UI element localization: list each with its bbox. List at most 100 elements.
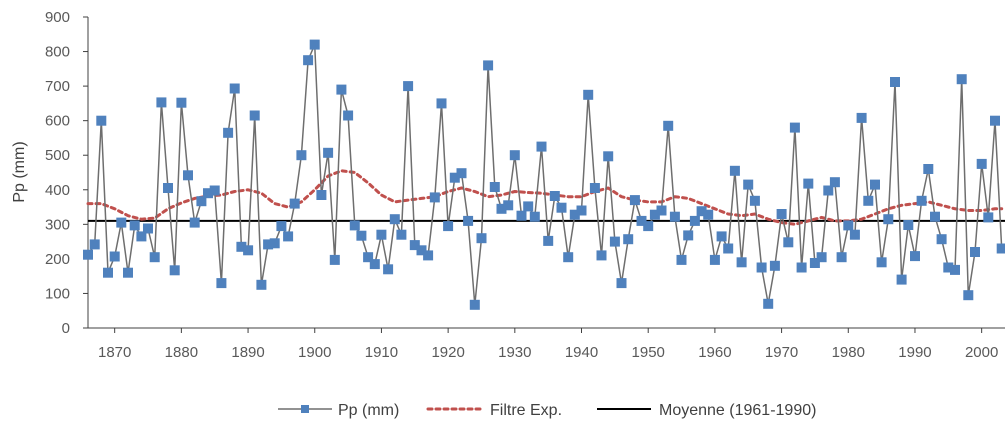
- data-point-pp[interactable]: [463, 215, 474, 226]
- data-point-pp[interactable]: [689, 215, 700, 226]
- data-point-pp[interactable]: [743, 179, 754, 190]
- data-point-pp[interactable]: [809, 258, 820, 268]
- data-point-pp[interactable]: [289, 198, 300, 209]
- data-point-pp[interactable]: [823, 185, 834, 196]
- data-point-pp[interactable]: [396, 229, 407, 240]
- data-point-pp[interactable]: [923, 164, 934, 174]
- data-point-pp[interactable]: [416, 245, 427, 256]
- data-point-pp[interactable]: [816, 252, 827, 263]
- data-point-pp[interactable]: [970, 247, 980, 257]
- data-point-pp[interactable]: [696, 206, 707, 217]
- data-point-pp[interactable]: [876, 257, 887, 268]
- data-point-pp[interactable]: [129, 220, 140, 231]
- data-point-pp[interactable]: [763, 298, 774, 309]
- data-point-pp[interactable]: [123, 267, 133, 278]
- data-point-pp[interactable]: [936, 234, 947, 245]
- data-point-pp[interactable]: [229, 83, 240, 94]
- data-point-pp[interactable]: [576, 205, 587, 216]
- data-point-pp[interactable]: [356, 230, 367, 241]
- data-point-pp[interactable]: [236, 241, 247, 252]
- data-point-pp[interactable]: [189, 217, 200, 228]
- data-point-pp[interactable]: [796, 262, 807, 273]
- data-point-pp[interactable]: [156, 97, 167, 108]
- data-point-pp[interactable]: [943, 262, 954, 273]
- data-point-pp[interactable]: [716, 231, 727, 242]
- data-point-pp[interactable]: [990, 115, 1000, 126]
- data-point-pp[interactable]: [243, 245, 254, 256]
- data-point-pp[interactable]: [603, 151, 614, 162]
- data-point-pp[interactable]: [443, 221, 454, 232]
- data-point-pp[interactable]: [349, 220, 360, 231]
- data-point-pp[interactable]: [856, 112, 867, 123]
- data-point-pp[interactable]: [683, 230, 694, 241]
- data-point-pp[interactable]: [196, 196, 207, 207]
- data-point-pp[interactable]: [956, 74, 967, 85]
- data-point-pp[interactable]: [996, 243, 1005, 254]
- data-point-pp[interactable]: [776, 209, 787, 219]
- data-point-pp[interactable]: [663, 120, 674, 131]
- data-point-pp[interactable]: [389, 214, 400, 225]
- data-point-pp[interactable]: [829, 177, 840, 188]
- data-point-pp[interactable]: [543, 235, 554, 246]
- data-point-pp[interactable]: [843, 220, 854, 231]
- data-point-pp[interactable]: [223, 127, 234, 138]
- data-point-pp[interactable]: [803, 178, 814, 189]
- data-point-pp[interactable]: [343, 110, 354, 121]
- data-point-pp[interactable]: [930, 211, 940, 222]
- data-point-pp[interactable]: [870, 179, 880, 190]
- data-point-pp[interactable]: [983, 212, 994, 223]
- data-point-pp[interactable]: [316, 190, 327, 200]
- data-point-pp[interactable]: [629, 195, 640, 206]
- data-point-pp[interactable]: [749, 195, 760, 206]
- data-point-pp[interactable]: [503, 200, 514, 211]
- data-point-pp[interactable]: [609, 236, 620, 247]
- data-point-pp[interactable]: [729, 165, 740, 176]
- data-point-pp[interactable]: [963, 290, 974, 301]
- data-point-pp[interactable]: [376, 229, 387, 240]
- legend-item-filter[interactable]: Filtre Exp.: [426, 402, 562, 419]
- data-point-pp[interactable]: [183, 170, 193, 181]
- data-point-pp[interactable]: [596, 250, 607, 261]
- data-point-pp[interactable]: [649, 209, 660, 220]
- data-point-pp[interactable]: [483, 60, 494, 71]
- data-point-pp[interactable]: [263, 239, 274, 250]
- data-point-pp[interactable]: [656, 205, 667, 216]
- data-point-pp[interactable]: [116, 217, 127, 228]
- data-point-pp[interactable]: [723, 243, 734, 254]
- data-point-pp[interactable]: [623, 234, 634, 245]
- data-point-pp[interactable]: [883, 214, 894, 225]
- data-point-pp[interactable]: [616, 278, 627, 289]
- data-point-pp[interactable]: [336, 84, 347, 95]
- data-point-pp[interactable]: [903, 220, 914, 230]
- data-point-pp[interactable]: [676, 254, 687, 265]
- data-point-pp[interactable]: [496, 203, 507, 214]
- data-point-pp[interactable]: [369, 259, 380, 270]
- data-point-pp[interactable]: [323, 147, 334, 158]
- data-point-pp[interactable]: [516, 210, 527, 221]
- data-point-pp[interactable]: [569, 209, 580, 220]
- data-point-pp[interactable]: [756, 262, 767, 273]
- data-point-pp[interactable]: [476, 233, 487, 244]
- data-point-pp[interactable]: [836, 252, 847, 263]
- data-point-pp[interactable]: [489, 182, 500, 192]
- data-point-pp[interactable]: [103, 267, 113, 278]
- data-point-pp[interactable]: [83, 249, 93, 260]
- data-point-pp[interactable]: [456, 168, 467, 179]
- data-point-pp[interactable]: [536, 141, 547, 152]
- data-point-pp[interactable]: [556, 202, 567, 213]
- data-point-pp[interactable]: [863, 195, 874, 206]
- data-point-pp[interactable]: [783, 237, 794, 248]
- data-point-pp[interactable]: [563, 252, 574, 263]
- data-point-pp[interactable]: [329, 254, 340, 265]
- data-point-pp[interactable]: [449, 172, 460, 183]
- data-point-pp[interactable]: [383, 264, 394, 275]
- data-point-pp[interactable]: [276, 221, 287, 232]
- legend-item-mean[interactable]: Moyenne (1961-1990): [597, 402, 816, 419]
- data-point-pp[interactable]: [910, 251, 920, 262]
- data-point-pp[interactable]: [309, 39, 320, 50]
- data-point-pp[interactable]: [363, 252, 374, 263]
- data-point-pp[interactable]: [303, 55, 314, 66]
- data-point-pp[interactable]: [509, 150, 520, 161]
- data-point-pp[interactable]: [916, 195, 927, 206]
- data-point-pp[interactable]: [216, 278, 227, 289]
